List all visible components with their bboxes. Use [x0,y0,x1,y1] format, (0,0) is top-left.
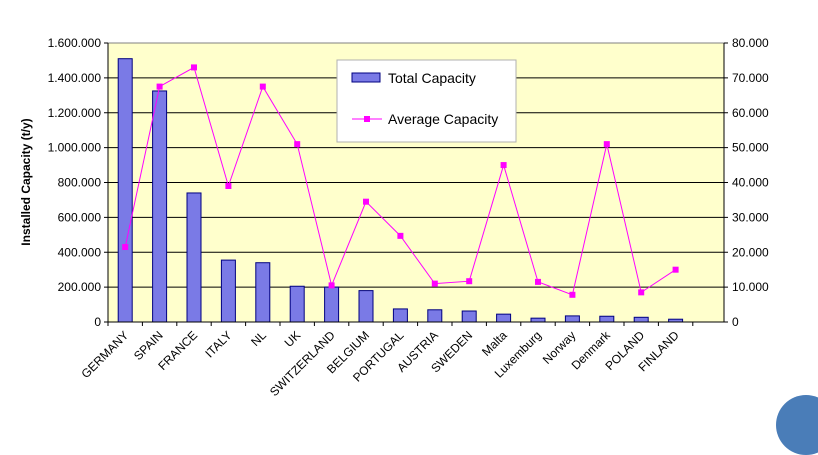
bar [427,309,443,323]
bar [564,315,580,323]
line-point [672,266,679,273]
line-point [259,83,266,90]
bar [152,90,168,323]
line-point [328,282,335,289]
axes [104,42,728,326]
legend-label-total-capacity: Total Capacity [388,70,476,86]
bar [358,290,374,323]
y2-tick-label: 60.000 [732,106,769,120]
x-tick-label: ITALY [202,328,234,360]
y2-tick-label: 80.000 [732,36,769,50]
bar [255,262,271,323]
legend-bar-swatch [351,72,381,83]
bar [392,308,408,323]
line-point [500,162,507,169]
line-series [122,64,679,298]
x-tick-label: UK [282,328,304,350]
bar [117,58,133,323]
y-tick-label: 200.000 [58,280,102,294]
line-point [431,280,438,287]
legend: Total Capacity Average Capacity [336,59,517,143]
bar-series [117,58,684,323]
bar [633,316,649,323]
line-point [603,141,610,148]
y2-tick-label: 70.000 [732,71,769,85]
line-point [638,289,645,296]
bar [461,310,477,323]
line-point [363,198,369,205]
y2-tick-label: 0 [732,315,739,329]
chart: 0 0 200.000 10.000 400.000 20.000 600.000 30.00… [19,36,769,399]
y-axis-title: Installed Capacity (t/y) [19,118,33,245]
bar [324,286,340,323]
y-tick-label: 1.200.000 [48,106,102,120]
x-tick-label: GERMANY [79,328,132,381]
bar [289,285,305,323]
line-point [466,278,473,285]
line-point [397,232,404,239]
y2-tick-label: 20.000 [732,245,769,259]
y2-tick-label: 50.000 [732,141,769,155]
y-tick-label: 0 [94,315,101,329]
bar [186,192,202,323]
line-point [122,244,129,251]
line-point [569,291,576,298]
y-tick-label: 1.600.000 [48,36,102,50]
x-tick-label: Malta [479,328,510,359]
y-tick-label: 1.000.000 [48,141,102,155]
bar [220,259,236,323]
line-point [156,83,163,90]
y-tick-label: 1.400.000 [48,71,102,85]
line-point [294,141,301,148]
x-tick-label: NL [248,328,269,349]
bar [599,315,615,323]
line-point [191,64,197,71]
y-tick-label: 600.000 [58,210,102,224]
y2-tick-label: 10.000 [732,280,769,294]
legend-line-marker [364,116,370,122]
bar [530,317,546,323]
y2-tick-label: 40.000 [732,176,769,190]
y-tick-label: 800.000 [58,176,102,190]
bar [496,313,512,323]
legend-label-average-capacity: Average Capacity [388,111,498,127]
line-point [225,182,232,189]
line-point [535,278,541,285]
y2-tick-label: 30.000 [732,210,769,224]
y-tick-label: 400.000 [58,245,102,259]
